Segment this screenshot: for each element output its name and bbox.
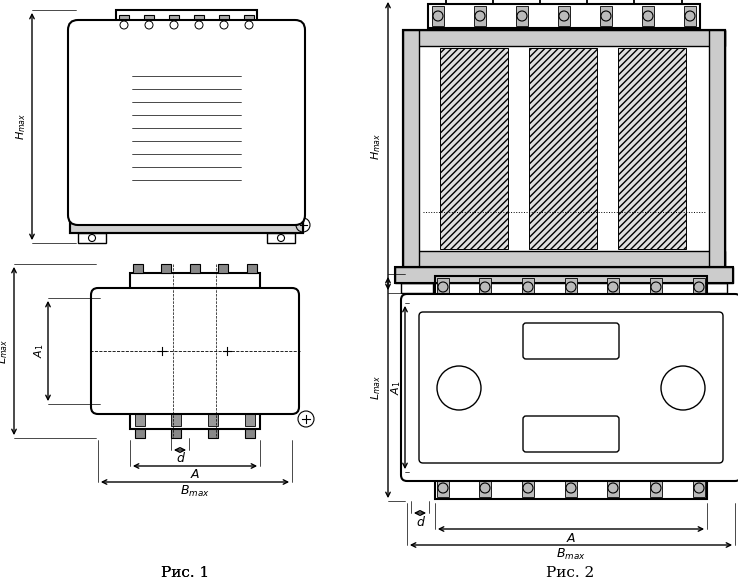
Bar	[403, 251, 725, 267]
Bar	[70, 215, 303, 233]
Text: $B_{max}$: $B_{max}$	[180, 483, 210, 498]
Text: Рис. 1: Рис. 1	[161, 566, 209, 580]
Bar	[403, 30, 725, 267]
Bar	[440, 48, 508, 249]
Text: $L_{max}$: $L_{max}$	[369, 375, 383, 400]
Bar	[474, 6, 486, 26]
Bar	[600, 6, 612, 26]
Bar	[709, 30, 725, 267]
FancyBboxPatch shape	[68, 20, 305, 225]
Bar	[395, 267, 733, 283]
Bar	[650, 278, 662, 296]
FancyBboxPatch shape	[419, 312, 723, 463]
Text: $B_{max}$: $B_{max}$	[556, 546, 586, 562]
Bar	[479, 278, 491, 296]
Bar	[78, 233, 106, 243]
Text: d: d	[416, 515, 424, 528]
Bar	[171, 412, 181, 426]
Bar	[130, 273, 260, 293]
Bar	[133, 264, 143, 273]
Text: A: A	[190, 469, 199, 481]
Bar	[208, 429, 218, 438]
Bar	[144, 15, 154, 35]
Bar	[132, 65, 241, 190]
Bar	[70, 215, 303, 233]
Bar	[529, 48, 597, 249]
Bar	[428, 4, 700, 28]
Bar	[190, 264, 200, 273]
FancyBboxPatch shape	[523, 323, 619, 359]
Bar	[86, 65, 128, 185]
Bar	[194, 15, 204, 35]
Bar	[693, 278, 705, 296]
Bar	[395, 267, 733, 283]
Bar	[247, 264, 257, 273]
Bar	[245, 412, 255, 426]
Text: $A_1$: $A_1$	[32, 344, 46, 358]
Bar	[218, 264, 228, 273]
Text: Рис. 2: Рис. 2	[546, 566, 594, 580]
Text: $H_{max}$: $H_{max}$	[14, 113, 28, 140]
Bar	[695, 283, 727, 293]
Bar	[642, 6, 654, 26]
Bar	[401, 283, 433, 293]
Bar	[522, 479, 534, 497]
FancyBboxPatch shape	[91, 288, 299, 414]
Bar	[607, 479, 619, 497]
Bar	[208, 412, 218, 426]
Text: $L_{max}$: $L_{max}$	[0, 338, 10, 364]
FancyBboxPatch shape	[401, 294, 738, 481]
Bar	[479, 479, 491, 497]
Bar	[245, 429, 255, 438]
Bar	[161, 264, 171, 273]
Bar	[693, 479, 705, 497]
Bar	[267, 233, 295, 243]
Bar	[403, 30, 725, 46]
Bar	[245, 65, 287, 185]
Bar	[516, 6, 528, 26]
Bar	[565, 278, 577, 296]
Text: $A_1$: $A_1$	[389, 380, 403, 395]
Bar	[119, 15, 129, 35]
Bar	[169, 15, 179, 35]
Bar	[116, 10, 257, 38]
Bar	[435, 276, 707, 298]
Bar	[135, 429, 145, 438]
Bar	[607, 278, 619, 296]
Text: A: A	[567, 532, 575, 545]
Bar	[618, 48, 686, 249]
Bar	[403, 30, 419, 267]
Bar	[437, 278, 449, 296]
Bar	[219, 15, 229, 35]
Bar	[244, 15, 254, 35]
Bar	[435, 477, 707, 499]
Bar	[558, 6, 570, 26]
Bar	[437, 479, 449, 497]
Bar	[171, 429, 181, 438]
FancyBboxPatch shape	[523, 416, 619, 452]
Bar	[684, 6, 696, 26]
Bar	[403, 30, 725, 267]
Bar	[565, 479, 577, 497]
Bar	[135, 412, 145, 426]
Text: d: d	[176, 453, 184, 466]
Bar	[522, 278, 534, 296]
Bar	[432, 6, 444, 26]
Text: Рис. 1: Рис. 1	[161, 566, 209, 580]
Bar	[650, 479, 662, 497]
Bar	[130, 409, 260, 429]
Bar	[112, 309, 278, 393]
Text: $H_{max}$: $H_{max}$	[369, 132, 383, 160]
